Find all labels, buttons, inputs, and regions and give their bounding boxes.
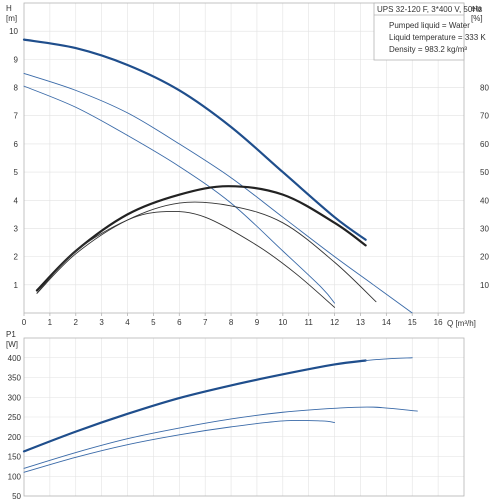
eta-tick-label: 30: [480, 224, 489, 233]
head-curve-1: [22, 38, 367, 241]
flow-tick-label: 1: [48, 318, 53, 327]
eta-tick-label: 50: [480, 168, 489, 177]
eta-axis-unit: [%]: [471, 14, 483, 23]
legend-entry-liquid: Pumped liquid = Water: [389, 21, 470, 30]
eta-tick-label: 10: [480, 281, 489, 290]
power-tick-label: 300: [8, 393, 22, 402]
head-tick-label: 7: [14, 112, 19, 121]
flow-tick-label: 8: [229, 318, 234, 327]
eta-axis-name: eta: [471, 4, 483, 13]
power-plot-frame: [23, 337, 465, 497]
head-curve-2: [23, 73, 413, 314]
head-tick-label: 1: [14, 281, 19, 290]
eta-tick-label: 80: [480, 84, 489, 93]
head-series-group: [22, 38, 413, 314]
head-plot-frame: [23, 2, 465, 314]
power-tick-label: 150: [8, 453, 22, 462]
eta-tick-label: 20: [480, 253, 489, 262]
power-tick-label: 400: [8, 354, 22, 363]
efficiency-curve-5: [36, 201, 377, 303]
head-tick-label: 8: [14, 84, 19, 93]
flow-tick-label: 5: [151, 318, 156, 327]
head-panel: 0 1 2 3 4 5 6 7 8 9 10 11 12 13 14 15 161234567891010203…: [6, 2, 489, 328]
flow-tick-label: 15: [408, 318, 417, 327]
power-panel: 50 100 150 200 250 300 350 400 P1 [W]: [6, 330, 465, 500]
head-tick-label: 3: [14, 224, 19, 233]
power-axis-name: P1: [6, 330, 16, 339]
head-axis-unit: [m]: [6, 14, 17, 23]
head-tick-label: 4: [14, 196, 19, 205]
head-tick-label: 6: [14, 140, 19, 149]
flow-tick-label: 7: [203, 318, 208, 327]
head-tick-label: 2: [14, 253, 19, 262]
flow-tick-label: 14: [382, 318, 391, 327]
legend-entry-temperature: Liquid temperature = 333 K: [389, 33, 486, 42]
head-grid: [24, 3, 464, 313]
power-tick-label: 250: [8, 413, 22, 422]
power-tick-label: 350: [8, 374, 22, 383]
flow-tick-label: 2: [74, 318, 79, 327]
legend-frame: [373, 2, 465, 61]
flow-tick-label: 12: [330, 318, 339, 327]
legend-box: UPS 32-120 F, 3*400 V, 50Hz Pumped liqui…: [373, 2, 486, 61]
head-tick-label: 5: [14, 168, 19, 177]
power-curve-2: [365, 357, 413, 361]
flow-tick-label: 4: [125, 318, 130, 327]
power-tick-label: 200: [8, 433, 22, 442]
chart-title: UPS 32-120 F, 3*400 V, 50Hz: [377, 5, 482, 14]
power-curve-4: [23, 419, 336, 473]
power-tick-labels: 50 100 150 200 250 300 350 400: [8, 354, 22, 500]
efficiency-curve-6: [36, 210, 336, 308]
flow-tick-label: 9: [255, 318, 260, 327]
head-curve-3: [23, 85, 336, 304]
eta-tick-label: 60: [480, 140, 489, 149]
flow-tick-label: 16: [434, 318, 443, 327]
flow-tick-label: 10: [278, 318, 287, 327]
eta-tick-label: 70: [480, 112, 489, 121]
flow-tick-label: 3: [99, 318, 104, 327]
power-curve-1: [22, 359, 367, 453]
head-tick-labels: 0 1 2 3 4 5 6 7 8 9 10 11 12 13 14 15 161234567891010203…: [9, 27, 489, 327]
eta-tick-label: 40: [480, 196, 489, 205]
power-series-group: [22, 357, 418, 473]
power-curve-3: [23, 406, 418, 469]
power-axis-unit: [W]: [6, 340, 18, 349]
flow-axis-label: Q [m³/h]: [447, 319, 476, 328]
head-tick-label: 10: [9, 27, 18, 36]
power-tick-label: 100: [8, 472, 22, 481]
power-tick-label: 50: [12, 492, 21, 500]
flow-tick-label: 0: [22, 318, 27, 327]
flow-tick-label: 11: [305, 318, 314, 327]
flow-tick-label: 13: [356, 318, 365, 327]
eta-series-group: [35, 185, 377, 308]
head-axis-name: H: [6, 4, 12, 13]
legend-entry-density: Density = 983.2 kg/m³: [389, 45, 467, 54]
flow-tick-label: 6: [177, 318, 182, 327]
head-tick-label: 9: [14, 55, 19, 64]
